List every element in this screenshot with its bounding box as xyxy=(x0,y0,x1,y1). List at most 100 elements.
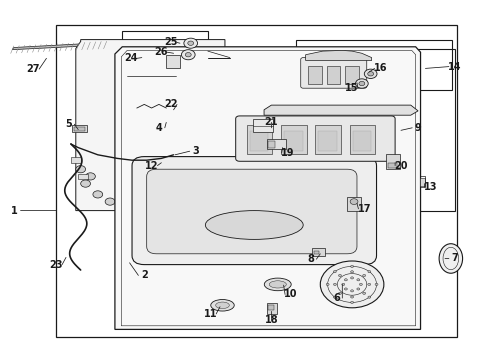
Circle shape xyxy=(356,288,359,290)
Bar xyxy=(352,131,370,151)
Text: 27: 27 xyxy=(26,64,40,74)
Bar xyxy=(281,125,306,154)
Bar xyxy=(268,305,274,310)
Circle shape xyxy=(325,283,328,285)
Bar xyxy=(345,66,358,84)
Bar xyxy=(229,49,454,211)
Bar xyxy=(349,125,374,154)
Text: 12: 12 xyxy=(144,161,158,171)
Text: 8: 8 xyxy=(306,254,313,264)
Bar xyxy=(149,112,163,119)
Ellipse shape xyxy=(205,211,303,239)
Ellipse shape xyxy=(210,300,234,311)
Circle shape xyxy=(333,271,336,273)
Circle shape xyxy=(350,271,353,273)
Polygon shape xyxy=(264,105,417,115)
Text: 17: 17 xyxy=(357,204,370,214)
Ellipse shape xyxy=(264,278,290,291)
Circle shape xyxy=(341,283,344,285)
Circle shape xyxy=(344,288,346,290)
Text: 4: 4 xyxy=(155,123,162,133)
Bar xyxy=(268,141,275,148)
Circle shape xyxy=(105,198,115,205)
Bar xyxy=(315,125,340,154)
Text: 20: 20 xyxy=(393,161,407,171)
Circle shape xyxy=(349,199,357,204)
FancyBboxPatch shape xyxy=(132,157,376,265)
Polygon shape xyxy=(115,47,420,329)
Circle shape xyxy=(367,296,370,298)
Circle shape xyxy=(358,81,364,86)
Text: 11: 11 xyxy=(203,309,217,319)
Text: 23: 23 xyxy=(49,260,63,270)
Circle shape xyxy=(350,301,353,303)
Circle shape xyxy=(356,279,359,281)
Bar xyxy=(346,197,360,211)
Text: 5: 5 xyxy=(65,119,72,129)
Circle shape xyxy=(355,79,367,88)
Text: 9: 9 xyxy=(414,123,421,133)
Bar xyxy=(246,125,272,154)
Text: 3: 3 xyxy=(192,146,199,156)
Circle shape xyxy=(338,274,341,276)
Circle shape xyxy=(350,277,353,279)
Bar xyxy=(266,139,285,149)
FancyBboxPatch shape xyxy=(235,116,394,161)
Circle shape xyxy=(367,283,370,285)
Bar xyxy=(249,131,268,151)
Circle shape xyxy=(187,41,193,45)
Bar xyxy=(74,127,85,131)
Bar xyxy=(318,131,336,151)
Ellipse shape xyxy=(215,302,229,309)
Text: 10: 10 xyxy=(284,289,297,300)
Circle shape xyxy=(367,72,373,76)
Circle shape xyxy=(173,153,178,157)
Circle shape xyxy=(183,38,197,48)
Bar xyxy=(71,157,81,163)
Bar xyxy=(129,112,144,119)
Circle shape xyxy=(338,292,341,294)
FancyBboxPatch shape xyxy=(146,169,356,254)
Circle shape xyxy=(93,191,102,198)
Text: 13: 13 xyxy=(423,182,436,192)
Text: 16: 16 xyxy=(373,63,386,73)
Polygon shape xyxy=(305,50,371,60)
Text: 14: 14 xyxy=(447,62,461,72)
FancyBboxPatch shape xyxy=(300,58,366,88)
Bar xyxy=(386,154,399,169)
Text: 6: 6 xyxy=(332,293,339,303)
Text: 26: 26 xyxy=(154,47,168,57)
Bar xyxy=(419,178,425,186)
Bar xyxy=(387,163,396,168)
Text: 25: 25 xyxy=(164,37,178,48)
Circle shape xyxy=(181,50,195,60)
Bar xyxy=(295,40,451,90)
Circle shape xyxy=(185,53,191,57)
Circle shape xyxy=(344,279,346,281)
Circle shape xyxy=(350,265,353,267)
Circle shape xyxy=(362,292,365,294)
Bar xyxy=(253,119,272,132)
Circle shape xyxy=(85,173,95,180)
Text: 15: 15 xyxy=(345,83,358,93)
Text: 1: 1 xyxy=(11,206,18,216)
Circle shape xyxy=(333,296,336,298)
Ellipse shape xyxy=(268,281,286,288)
Circle shape xyxy=(81,180,90,187)
Circle shape xyxy=(364,69,376,78)
Bar xyxy=(166,55,180,68)
Text: 18: 18 xyxy=(264,315,278,325)
Bar xyxy=(307,66,321,84)
Bar xyxy=(284,131,302,151)
Polygon shape xyxy=(12,42,106,50)
Circle shape xyxy=(320,261,383,308)
Text: 21: 21 xyxy=(264,117,278,127)
Bar xyxy=(313,251,318,254)
Text: 24: 24 xyxy=(124,53,138,63)
Text: 2: 2 xyxy=(141,270,147,280)
Text: 7: 7 xyxy=(450,253,457,264)
Circle shape xyxy=(350,296,353,298)
Bar xyxy=(311,248,324,256)
Circle shape xyxy=(359,283,362,285)
Bar xyxy=(56,25,456,337)
